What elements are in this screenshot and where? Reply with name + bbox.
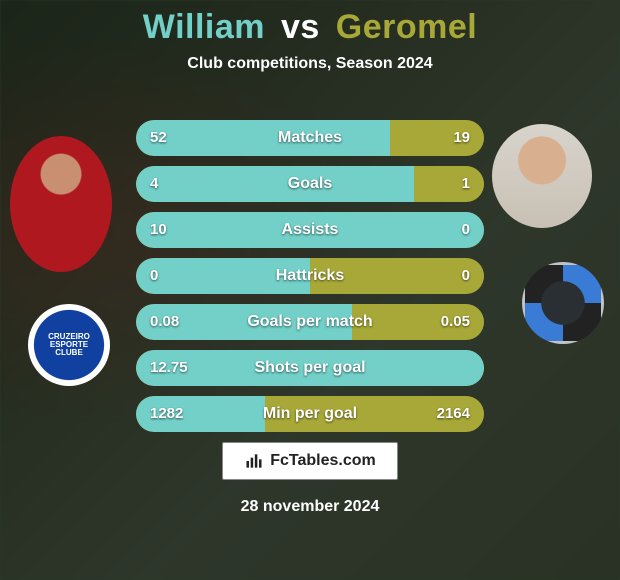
- chart-icon: [244, 451, 264, 471]
- stat-label: Shots per goal: [136, 350, 484, 386]
- gremio-badge: [522, 262, 604, 344]
- cruzeiro-badge: CRUZEIROESPORTECLUBE: [28, 304, 110, 386]
- stat-value-right: 0: [462, 212, 470, 248]
- stat-value-left: 4: [150, 166, 158, 202]
- stat-rows: Matches5219Goals41Assists100Hattricks00G…: [136, 120, 484, 442]
- stat-label: Min per goal: [136, 396, 484, 432]
- stat-value-right: 0: [462, 258, 470, 294]
- stat-value-right: 0.05: [441, 304, 470, 340]
- page-title: William vs Geromel: [0, 0, 620, 47]
- date-text: 28 november 2024: [0, 498, 620, 516]
- stat-row: Hattricks0 0: [136, 258, 484, 294]
- stat-value-left: 0: [150, 258, 158, 294]
- subtitle: Club competitions, Season 2024: [0, 55, 620, 73]
- source-text: FcTables.com: [270, 452, 376, 470]
- stat-value-right: 19: [453, 120, 470, 156]
- stat-value-left: 12.75: [150, 350, 188, 386]
- player1-club-logo: CRUZEIROESPORTECLUBE: [28, 304, 110, 386]
- stat-value-right: 1: [462, 166, 470, 202]
- title-player2: Geromel: [336, 8, 477, 46]
- stat-value-left: 52: [150, 120, 167, 156]
- stat-label: Matches: [136, 120, 484, 156]
- stat-value-right: 2164: [437, 396, 470, 432]
- comparison-card: William vs Geromel Club competitions, Se…: [0, 0, 620, 580]
- source-badge: FcTables.com: [222, 442, 398, 480]
- player2-club-logo: [522, 262, 604, 344]
- title-vs: vs: [281, 8, 320, 46]
- stat-row: Shots per goal12.75: [136, 350, 484, 386]
- stat-label: Hattricks: [136, 258, 484, 294]
- stat-row: Min per goal1282 2164: [136, 396, 484, 432]
- stat-label: Assists: [136, 212, 484, 248]
- player2-photo: [492, 124, 592, 228]
- stat-value-left: 0.08: [150, 304, 179, 340]
- stat-row: Matches52 19: [136, 120, 484, 156]
- stat-value-left: 10: [150, 212, 167, 248]
- stat-label: Goals per match: [136, 304, 484, 340]
- title-player1: William: [143, 8, 265, 46]
- stat-row: Assists10 0: [136, 212, 484, 248]
- player1-photo: [10, 136, 112, 272]
- stat-row: Goals4 1: [136, 166, 484, 202]
- stat-row: Goals per match0.08 0.05: [136, 304, 484, 340]
- stat-label: Goals: [136, 166, 484, 202]
- stat-value-left: 1282: [150, 396, 183, 432]
